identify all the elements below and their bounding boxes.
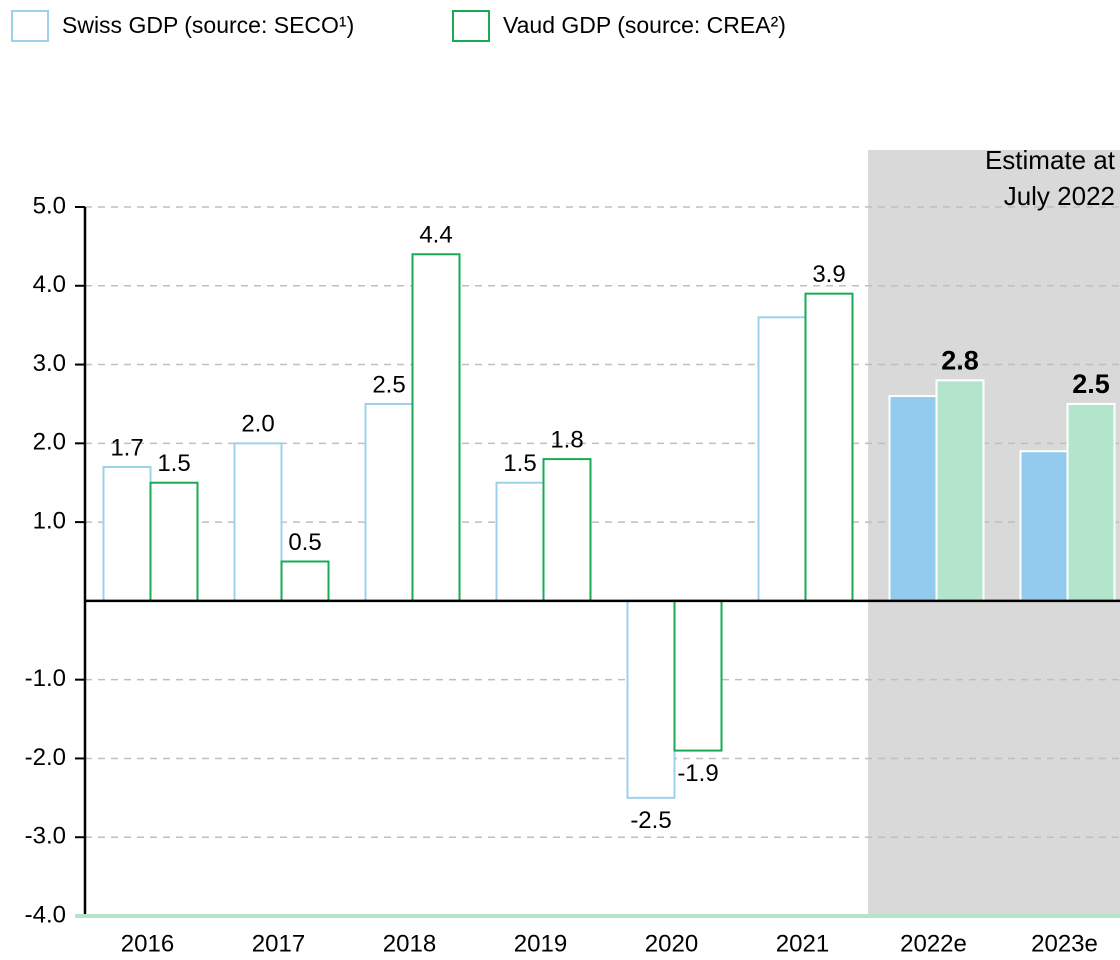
- bar: [935, 379, 985, 602]
- bar: [364, 402, 414, 602]
- y-tick-label: 3.0: [33, 350, 66, 377]
- bar: [888, 395, 938, 602]
- y-tick-label: -3.0: [25, 823, 66, 850]
- data-label: 2.8: [941, 345, 979, 375]
- y-tick-label: 4.0: [33, 271, 66, 298]
- data-label: 0.5: [288, 529, 321, 556]
- x-tick-label: 2017: [252, 930, 305, 957]
- x-tick-label: 2022e: [900, 930, 967, 957]
- y-tick-label: 5.0: [33, 192, 66, 219]
- bar: [626, 599, 676, 799]
- x-tick-label: 2023e: [1031, 930, 1098, 957]
- bar: [673, 599, 723, 752]
- data-label: 1.5: [157, 450, 190, 477]
- data-label: 1.8: [550, 426, 583, 453]
- x-tick-label: 2018: [383, 930, 436, 957]
- bar: [102, 465, 152, 602]
- x-tick-label: 2016: [121, 930, 174, 957]
- data-label: 2.5: [372, 371, 405, 398]
- bar: [804, 292, 854, 602]
- x-tick-label: 2021: [776, 930, 829, 957]
- bar: [233, 442, 283, 602]
- legend-swatch: [11, 10, 49, 42]
- bar: [542, 458, 592, 602]
- annotation: Estimate at: [985, 145, 1116, 175]
- x-tick-label: 2019: [514, 930, 567, 957]
- legend-swatch: [452, 10, 490, 42]
- bar: [1019, 450, 1069, 602]
- legend-label: Vaud GDP (source: CREA²): [503, 12, 786, 38]
- bar: [1066, 402, 1116, 602]
- y-tick-label: 1.0: [33, 507, 66, 534]
- bar: [495, 481, 545, 602]
- bar: [149, 481, 199, 602]
- y-tick-label: -2.0: [25, 744, 66, 771]
- bar: [411, 253, 461, 602]
- y-tick-label: 2.0: [33, 429, 66, 456]
- data-label: 1.5: [503, 450, 536, 477]
- data-label: 4.4: [419, 222, 452, 249]
- bar: [280, 560, 330, 602]
- data-label: -1.9: [677, 760, 718, 787]
- data-label: 3.9: [812, 261, 845, 288]
- data-label: 2.0: [241, 411, 274, 438]
- annotation: July 2022: [1004, 181, 1115, 211]
- y-tick-label: -4.0: [25, 901, 66, 928]
- data-label: 2.5: [1072, 369, 1110, 399]
- x-tick-label: 2020: [645, 930, 698, 957]
- legend-label: Swiss GDP (source: SECO¹): [62, 12, 354, 38]
- data-label: 1.7: [110, 434, 143, 461]
- y-tick-label: -1.0: [25, 665, 66, 692]
- bar: [757, 316, 807, 602]
- data-label: -2.5: [630, 807, 671, 834]
